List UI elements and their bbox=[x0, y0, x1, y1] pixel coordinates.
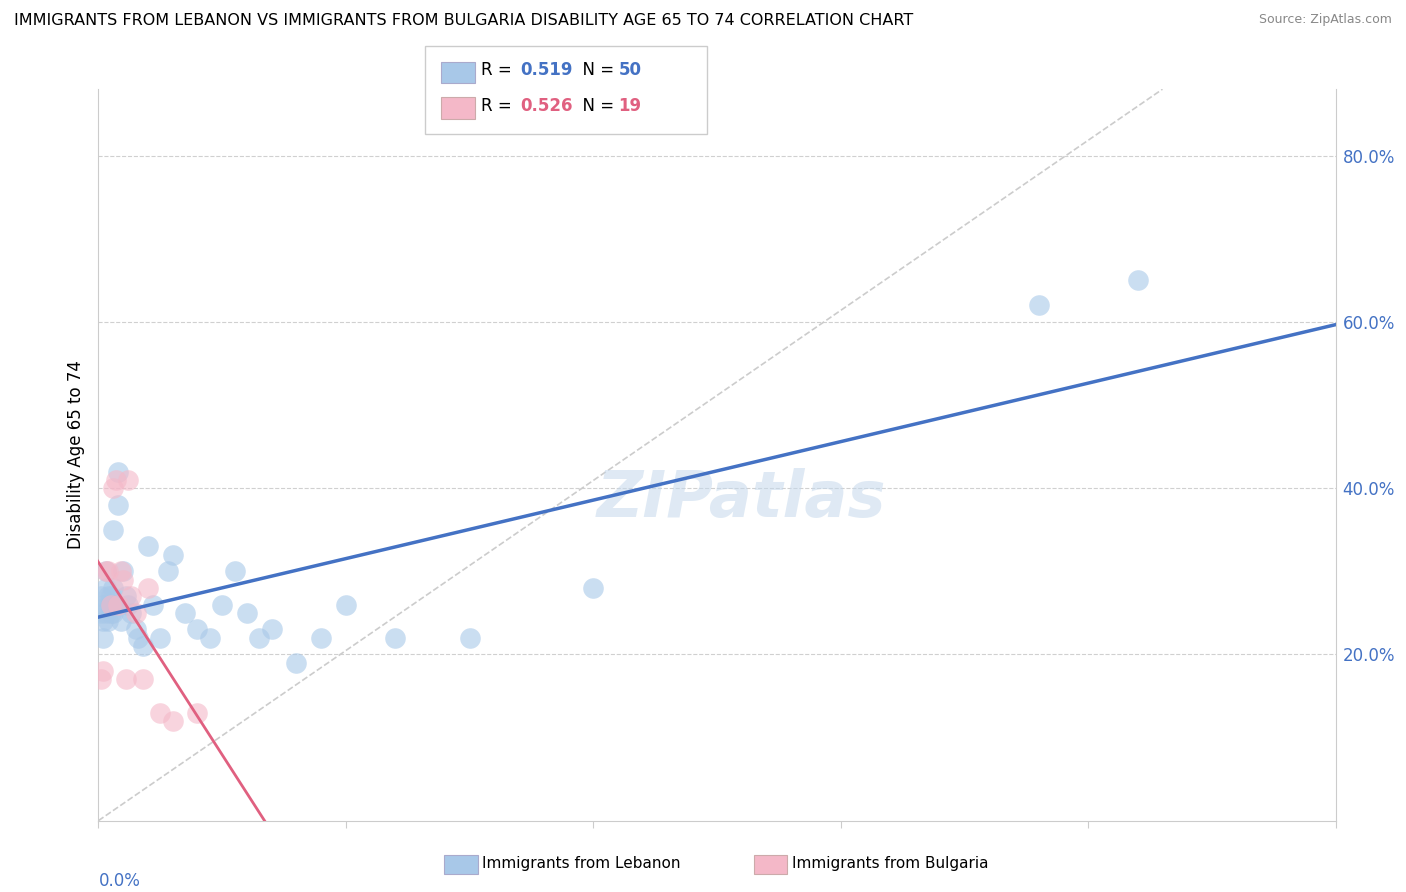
Point bbox=[136, 581, 159, 595]
Point bbox=[186, 706, 208, 720]
Point bbox=[94, 606, 117, 620]
Point bbox=[103, 481, 125, 495]
Point bbox=[94, 564, 117, 578]
Point bbox=[120, 606, 142, 620]
Point bbox=[149, 706, 172, 720]
Point bbox=[114, 589, 136, 603]
Point bbox=[384, 631, 406, 645]
Point bbox=[162, 548, 184, 562]
Point bbox=[104, 473, 127, 487]
Text: ZIPatlas: ZIPatlas bbox=[598, 467, 887, 530]
Point bbox=[1028, 298, 1050, 312]
Text: 19: 19 bbox=[619, 97, 641, 115]
Point bbox=[335, 598, 357, 612]
Point bbox=[90, 606, 112, 620]
Point bbox=[110, 614, 132, 628]
Point bbox=[107, 598, 129, 612]
Point bbox=[162, 714, 184, 728]
Point bbox=[136, 539, 159, 553]
Point bbox=[198, 631, 221, 645]
Point bbox=[114, 673, 136, 687]
Point bbox=[156, 564, 179, 578]
Point bbox=[236, 606, 259, 620]
Point bbox=[93, 664, 115, 678]
Text: N =: N = bbox=[572, 97, 620, 115]
Point bbox=[260, 623, 283, 637]
Point bbox=[90, 673, 112, 687]
Point bbox=[93, 631, 115, 645]
Text: 0.526: 0.526 bbox=[520, 97, 572, 115]
Text: 0.519: 0.519 bbox=[520, 62, 572, 79]
Point bbox=[124, 606, 146, 620]
Text: N =: N = bbox=[572, 62, 620, 79]
Point bbox=[132, 673, 155, 687]
Point bbox=[107, 498, 129, 512]
Point bbox=[97, 614, 120, 628]
Point bbox=[186, 623, 208, 637]
Point bbox=[94, 581, 117, 595]
Text: 50: 50 bbox=[619, 62, 641, 79]
Text: Immigrants from Bulgaria: Immigrants from Bulgaria bbox=[792, 856, 988, 871]
Point bbox=[132, 639, 155, 653]
Point bbox=[107, 465, 129, 479]
Point bbox=[309, 631, 332, 645]
Text: IMMIGRANTS FROM LEBANON VS IMMIGRANTS FROM BULGARIA DISABILITY AGE 65 TO 74 CORR: IMMIGRANTS FROM LEBANON VS IMMIGRANTS FR… bbox=[14, 13, 914, 29]
Point bbox=[103, 581, 125, 595]
Point bbox=[211, 598, 233, 612]
Point bbox=[112, 573, 135, 587]
Point bbox=[104, 598, 127, 612]
Point bbox=[120, 589, 142, 603]
Point bbox=[94, 564, 117, 578]
Point bbox=[103, 606, 125, 620]
Point bbox=[97, 598, 120, 612]
Point bbox=[142, 598, 165, 612]
Point bbox=[1126, 273, 1149, 287]
Point bbox=[582, 581, 605, 595]
Point bbox=[124, 623, 146, 637]
Point bbox=[285, 656, 308, 670]
Text: Source: ZipAtlas.com: Source: ZipAtlas.com bbox=[1258, 13, 1392, 27]
Point bbox=[458, 631, 481, 645]
Point bbox=[247, 631, 270, 645]
Point bbox=[149, 631, 172, 645]
Point bbox=[103, 523, 125, 537]
Point bbox=[100, 589, 122, 603]
Text: 0.0%: 0.0% bbox=[98, 871, 141, 890]
Point bbox=[117, 473, 139, 487]
Point bbox=[100, 598, 122, 612]
Point bbox=[224, 564, 246, 578]
Text: Immigrants from Lebanon: Immigrants from Lebanon bbox=[482, 856, 681, 871]
Point bbox=[127, 631, 149, 645]
Point bbox=[93, 598, 115, 612]
Point bbox=[97, 589, 120, 603]
Point bbox=[100, 606, 122, 620]
Text: R =: R = bbox=[481, 62, 517, 79]
Point bbox=[104, 598, 127, 612]
Point bbox=[97, 564, 120, 578]
Point bbox=[90, 589, 112, 603]
Y-axis label: Disability Age 65 to 74: Disability Age 65 to 74 bbox=[66, 360, 84, 549]
Point bbox=[93, 614, 115, 628]
Point bbox=[100, 598, 122, 612]
Point bbox=[112, 564, 135, 578]
Point bbox=[117, 598, 139, 612]
Text: R =: R = bbox=[481, 97, 517, 115]
Point bbox=[174, 606, 197, 620]
Point bbox=[110, 564, 132, 578]
